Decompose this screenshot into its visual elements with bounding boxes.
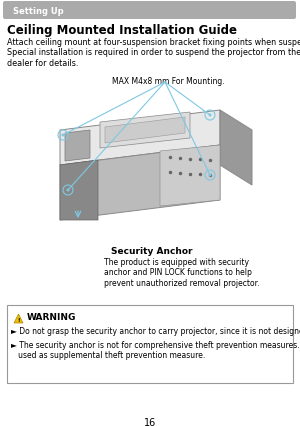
FancyBboxPatch shape <box>7 305 293 383</box>
Polygon shape <box>60 110 220 165</box>
Text: The product is equipped with security
anchor and PIN LOCK functions to help
prev: The product is equipped with security an… <box>104 258 260 288</box>
Polygon shape <box>14 314 23 323</box>
Text: !: ! <box>17 318 20 323</box>
Text: WARNING: WARNING <box>27 313 76 322</box>
Circle shape <box>67 188 70 192</box>
Polygon shape <box>105 117 185 143</box>
Polygon shape <box>65 130 90 161</box>
Polygon shape <box>60 160 98 220</box>
Text: MAX M4x8 mm For Mounting.: MAX M4x8 mm For Mounting. <box>112 77 224 86</box>
Text: Setting Up: Setting Up <box>13 6 64 15</box>
Polygon shape <box>100 112 190 148</box>
Text: ► The security anchor is not for comprehensive theft prevention measures. It is : ► The security anchor is not for compreh… <box>11 341 300 360</box>
Text: ► Do not grasp the security anchor to carry projector, since it is not designed : ► Do not grasp the security anchor to ca… <box>11 327 300 336</box>
Polygon shape <box>60 145 220 220</box>
Circle shape <box>61 133 64 136</box>
Polygon shape <box>160 145 220 206</box>
FancyBboxPatch shape <box>3 1 296 19</box>
Text: Attach ceiling mount at four-suspension bracket fixing points when suspending fr: Attach ceiling mount at four-suspension … <box>7 38 300 68</box>
Text: 16: 16 <box>144 418 156 426</box>
Circle shape <box>208 173 211 176</box>
Text: Security Anchor: Security Anchor <box>111 247 193 256</box>
Polygon shape <box>220 110 252 185</box>
Text: Ceiling Mounted Installation Guide: Ceiling Mounted Installation Guide <box>7 24 237 37</box>
Circle shape <box>208 113 211 116</box>
